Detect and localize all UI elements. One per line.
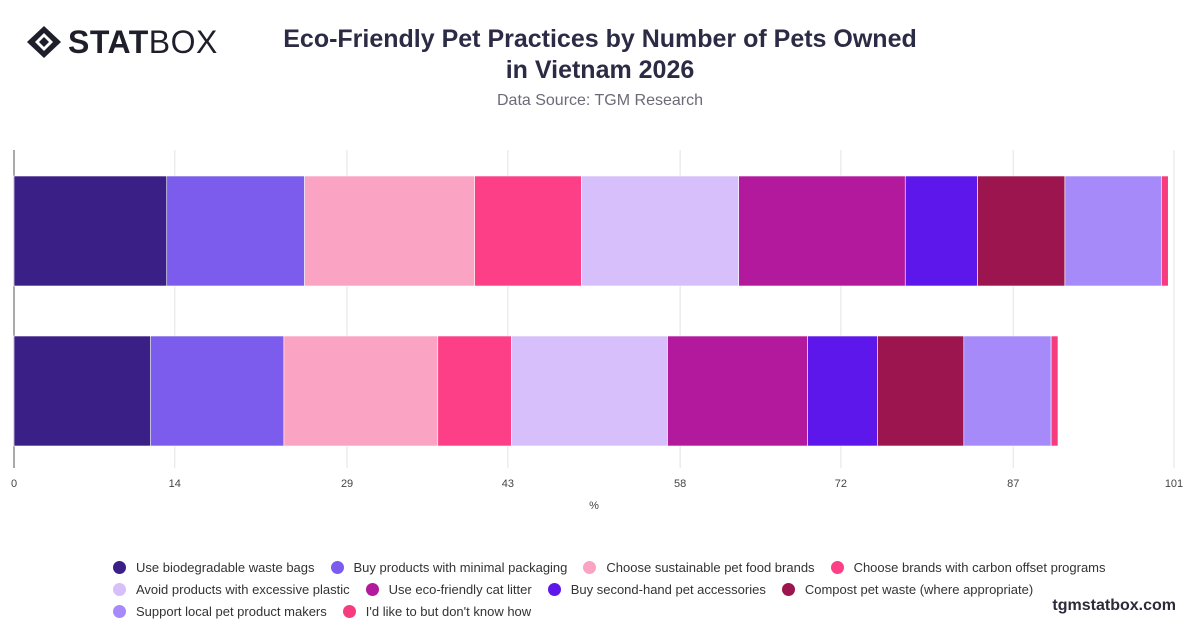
bar-segment[interactable] [877,335,965,447]
stacked-bar-chart: 0 14 29 43 58 72 87 101% [11,150,1183,512]
legend-item[interactable]: Choose sustainable pet food brands [583,559,815,575]
legend-label: Choose sustainable pet food brands [606,559,815,575]
chart-title: Eco-Friendly Pet Practices by Number of … [240,24,960,86]
bar-segment[interactable] [738,175,906,287]
legend-label: I'd like to but don't know how [365,603,532,619]
bar-segment[interactable] [13,175,168,287]
bar-segment[interactable] [963,335,1052,447]
bar-segment[interactable] [511,335,668,447]
x-axis-label: % [589,500,599,512]
x-tick-label: 43 [502,478,514,490]
x-tick-label: 0 [11,478,17,490]
bar-segment[interactable] [807,335,878,447]
brand-name: STATBOX [68,24,218,60]
legend-swatch [830,560,844,574]
bar-segment[interactable] [474,175,582,287]
x-tick-label: 101 [1165,478,1183,490]
legend-swatch [342,604,356,618]
legend-swatch [113,560,126,574]
bar-segment[interactable] [150,335,285,447]
chart-title-line2: in Vietnam 2026 [505,56,695,84]
legend-item[interactable]: I'd like to but don't know how [342,603,532,619]
x-tick-label: 14 [169,478,181,490]
legend-item[interactable]: Use biodegradable waste bags [113,560,315,575]
x-tick-label: 72 [835,478,847,490]
legend-row: Support local pet product makers I'd like… [113,600,1113,622]
bar-segment[interactable] [166,175,305,287]
legend-item[interactable]: Choose brands with carbon offset program… [830,559,1106,575]
legend-item[interactable]: Compost pet waste (where appropriate) [781,581,1034,597]
legend-item[interactable]: Buy products with minimal packaging [330,559,568,575]
footer-site: tgmstatbox.com [1052,597,1176,614]
bar-segment[interactable] [581,175,740,287]
diamond-logo-icon [27,26,61,58]
x-tick-label: 58 [674,478,686,490]
legend-swatch [547,582,561,596]
bar-segment[interactable] [1050,335,1059,447]
legend-swatch [113,604,126,618]
legend-item[interactable]: Avoid products with excessive plastic [113,582,350,597]
legend-swatch [583,560,597,574]
bar-segment[interactable] [304,175,475,287]
legend-label: Avoid products with excessive plastic [136,581,350,597]
chart-subtitle: Data Source: TGM Research [496,92,703,109]
legend-label: Buy second-hand pet accessories [570,581,766,597]
legend-row: Avoid products with excessive plastic Use… [113,578,1113,600]
legend-label: Buy products with minimal packaging [353,559,568,575]
bar-segment[interactable] [904,175,978,287]
bar-segment[interactable] [667,335,808,447]
legend-swatch [365,582,379,596]
bar-segment[interactable] [1161,175,1169,287]
chart-title-line1: Eco-Friendly Pet Practices by Number of … [283,25,917,53]
bar-segment[interactable] [283,335,439,447]
legend-swatch [113,582,126,596]
legend-swatch [781,582,795,596]
legend-label: Choose brands with carbon offset program… [853,559,1106,575]
x-tick-label: 87 [1007,478,1019,490]
legend-item[interactable]: Support local pet product makers [113,604,327,619]
legend-item[interactable]: Buy second-hand pet accessories [547,581,766,597]
legend-label: Use eco-friendly cat litter [388,581,532,597]
legend-label: Use biodegradable waste bags [136,559,315,575]
bar-segment[interactable] [13,335,151,447]
legend-label: Support local pet product makers [136,603,327,619]
statbox-logo: STATBOX [26,22,218,62]
legend-row: Use biodegradable waste bags Buy products… [113,556,1113,578]
legend-swatch [330,560,344,574]
bar-segment[interactable] [437,335,512,447]
bar-segment[interactable] [977,175,1066,287]
x-tick-label: 29 [341,478,353,490]
bar-segment[interactable] [1064,175,1162,287]
legend-label: Compost pet waste (where appropriate) [804,581,1034,597]
legend-item[interactable]: Use eco-friendly cat litter [365,581,532,597]
chart-legend: Use biodegradable waste bags Buy products… [113,556,1113,622]
